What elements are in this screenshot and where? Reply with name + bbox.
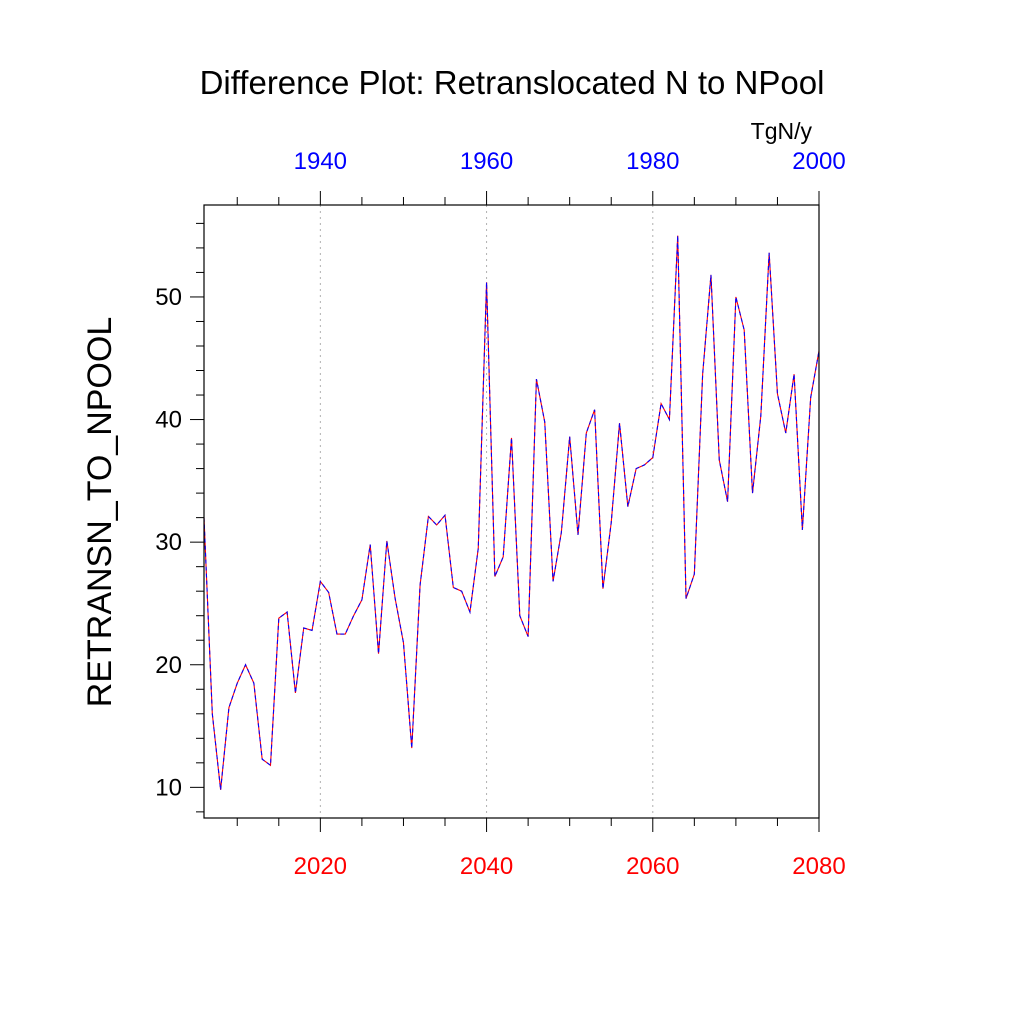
top-tick-label-1980: 1980	[626, 148, 679, 175]
chart-title: Difference Plot: Retranslocated N to NPo…	[200, 64, 825, 101]
top-tick-label-2000: 2000	[792, 148, 845, 175]
y-tick-label-30: 30	[155, 529, 182, 556]
x-tick-label-2060: 2060	[626, 853, 679, 880]
y-tick-label-50: 50	[155, 284, 182, 311]
series-line-historical	[203, 235, 820, 790]
units-label: TgN/y	[751, 118, 813, 144]
x-tick-label-2080: 2080	[792, 853, 845, 880]
gridlines	[319, 205, 654, 818]
top-tick-label-1940: 1940	[294, 148, 347, 175]
y-tick-label-20: 20	[155, 652, 182, 679]
series-layer	[203, 235, 820, 790]
y-tick-label-10: 10	[155, 774, 182, 801]
x-tick-label-2020: 2020	[294, 853, 347, 880]
x-tick-label-2040: 2040	[460, 853, 513, 880]
y-axis-label: RETRANSN_TO_NPOOL	[81, 317, 119, 707]
series-line-future	[203, 235, 820, 790]
axes: 2020 2040 2060 2080 1940 1960 1980 2000 10 20 30 40…	[155, 148, 845, 880]
y-tick-label-40: 40	[155, 407, 182, 434]
plot-frame	[203, 204, 820, 819]
top-tick-label-1960: 1960	[460, 148, 513, 175]
